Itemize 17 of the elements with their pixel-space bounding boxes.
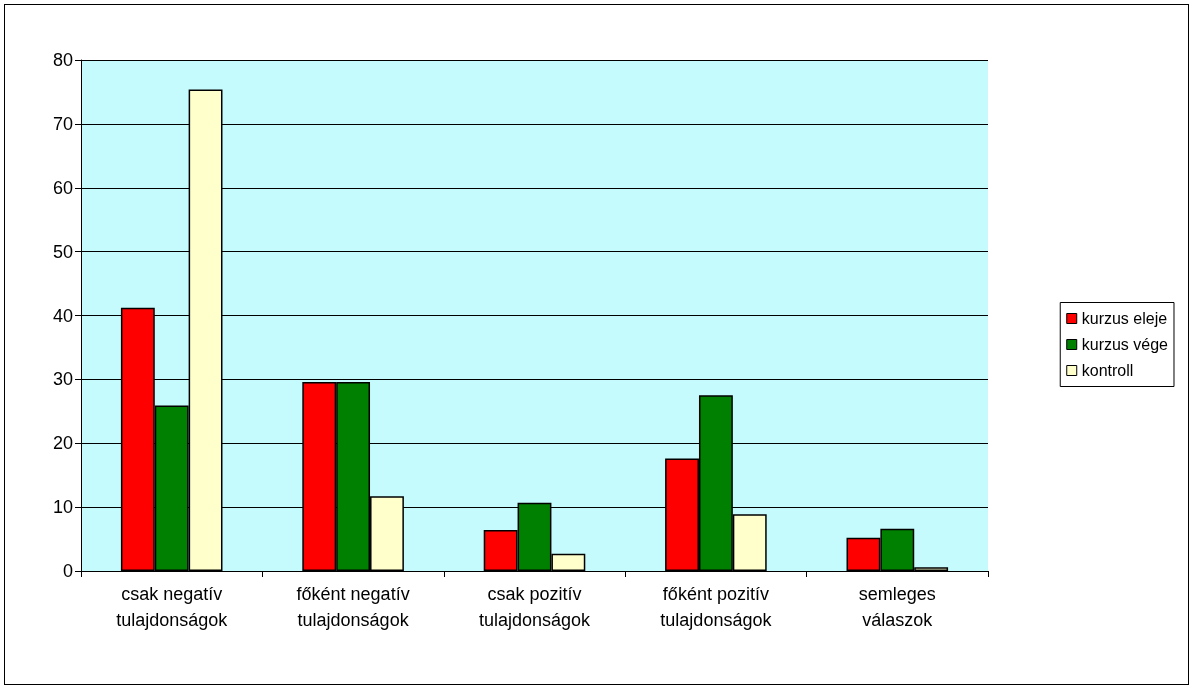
y-tick-label: 70 — [52, 113, 73, 134]
y-tick-label: 50 — [52, 241, 73, 262]
x-tick-label: csak negatív tulajdonságok — [116, 584, 229, 630]
y-tick-label: 10 — [52, 497, 73, 518]
y-tick-label: 0 — [62, 561, 73, 581]
y-tick-label: 40 — [52, 305, 73, 326]
x-tick-label: főként pozitív tulajdonságok — [660, 584, 773, 630]
x-tick-label: főként negatív tulajdonságok — [296, 584, 410, 630]
legend-label: kurzus vége — [1081, 336, 1169, 353]
y-tick-label: 60 — [52, 177, 73, 198]
y-tick-label: 80 — [52, 50, 73, 70]
y-tick-label: 30 — [52, 369, 73, 390]
x-tick-label: csak pozitív tulajdonságok — [478, 584, 592, 630]
legend-label: kontroll — [1081, 362, 1134, 379]
y-tick-label: 20 — [52, 433, 73, 454]
legend-label: kurzus eleje — [1081, 310, 1168, 327]
x-tick-label: semleges válaszok — [858, 584, 936, 630]
